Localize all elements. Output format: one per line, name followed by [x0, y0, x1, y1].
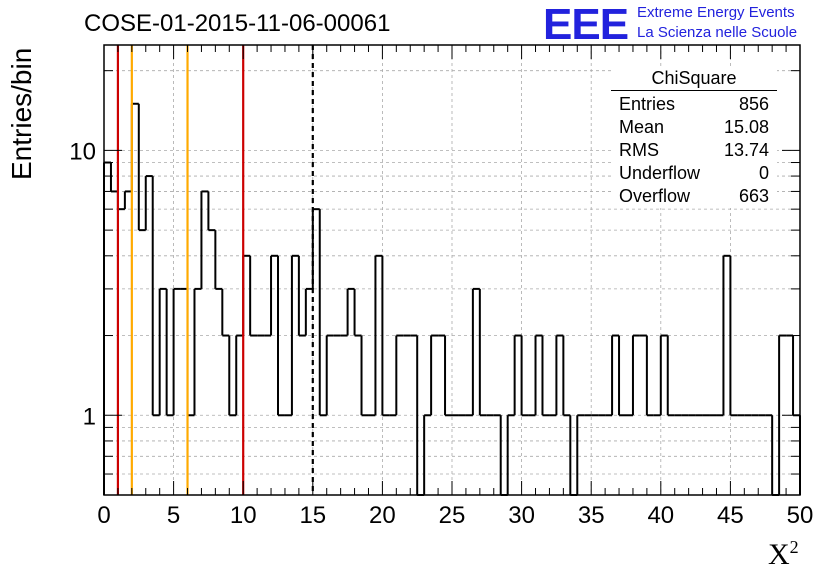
x-tick-label: 15 — [299, 502, 326, 529]
stats-label: Overflow — [619, 186, 691, 206]
marker-lines — [116, 45, 314, 495]
chart-title: COSE-01-2015-11-06-00061 — [84, 10, 391, 37]
x-tick-label: 40 — [647, 502, 674, 529]
logo-caption: Extreme Energy Events La Scienza nelle S… — [637, 3, 797, 43]
logo-line-2: La Scienza nelle Scuole — [637, 24, 798, 41]
y-axis-label: Entries/bin — [6, 47, 37, 180]
x-axis-label-base: X — [768, 538, 790, 571]
stats-row: Mean 15.08 — [611, 116, 777, 139]
stats-label: Mean — [619, 117, 665, 137]
x-tick-label: 0 — [97, 502, 110, 529]
grid — [104, 45, 800, 495]
x-tick-label: 25 — [439, 502, 466, 529]
x-tick-label: 5 — [167, 502, 180, 529]
stats-value: 0 — [758, 163, 769, 183]
stats-value: 15.08 — [723, 117, 769, 137]
stats-label: Entries — [619, 94, 676, 114]
y-tick-label: 10 — [69, 138, 96, 165]
tick-labels: 0 5 10 15 20 25 30 35 40 45 50 1 10 — [69, 138, 813, 529]
x-tick-label: 10 — [230, 502, 257, 529]
stats-row: RMS 13.74 — [611, 139, 777, 162]
x-tick-label: 45 — [717, 502, 744, 529]
x-tick-label: 35 — [578, 502, 605, 529]
stats-value: 856 — [738, 94, 769, 114]
histogram — [103, 102, 801, 496]
eee-logo: EEE — [543, 0, 629, 49]
stats-value: 663 — [738, 186, 769, 206]
axis-ticks — [103, 45, 801, 495]
logo-line-1: Extreme Energy Events — [637, 4, 795, 21]
stats-box: ChiSquare Entries 856 Mean 15.08 RMS 13.74 … — [611, 68, 777, 208]
x-tick-label: 30 — [508, 502, 535, 529]
stats-value: 13.74 — [723, 140, 769, 160]
stats-row: Underflow 0 — [611, 162, 777, 185]
stats-label: RMS — [619, 140, 659, 160]
y-tick-label: 1 — [83, 403, 96, 430]
x-axis-label-exponent: 2 — [789, 537, 799, 557]
stats-row: Entries 856 — [611, 93, 777, 116]
stats-title: ChiSquare — [611, 68, 777, 91]
x-tick-label: 50 — [787, 502, 814, 529]
stats-label: Underflow — [619, 163, 701, 183]
x-tick-label: 20 — [369, 502, 396, 529]
stats-row: Overflow 663 — [611, 185, 777, 208]
x-axis-label: X2 — [768, 537, 799, 572]
